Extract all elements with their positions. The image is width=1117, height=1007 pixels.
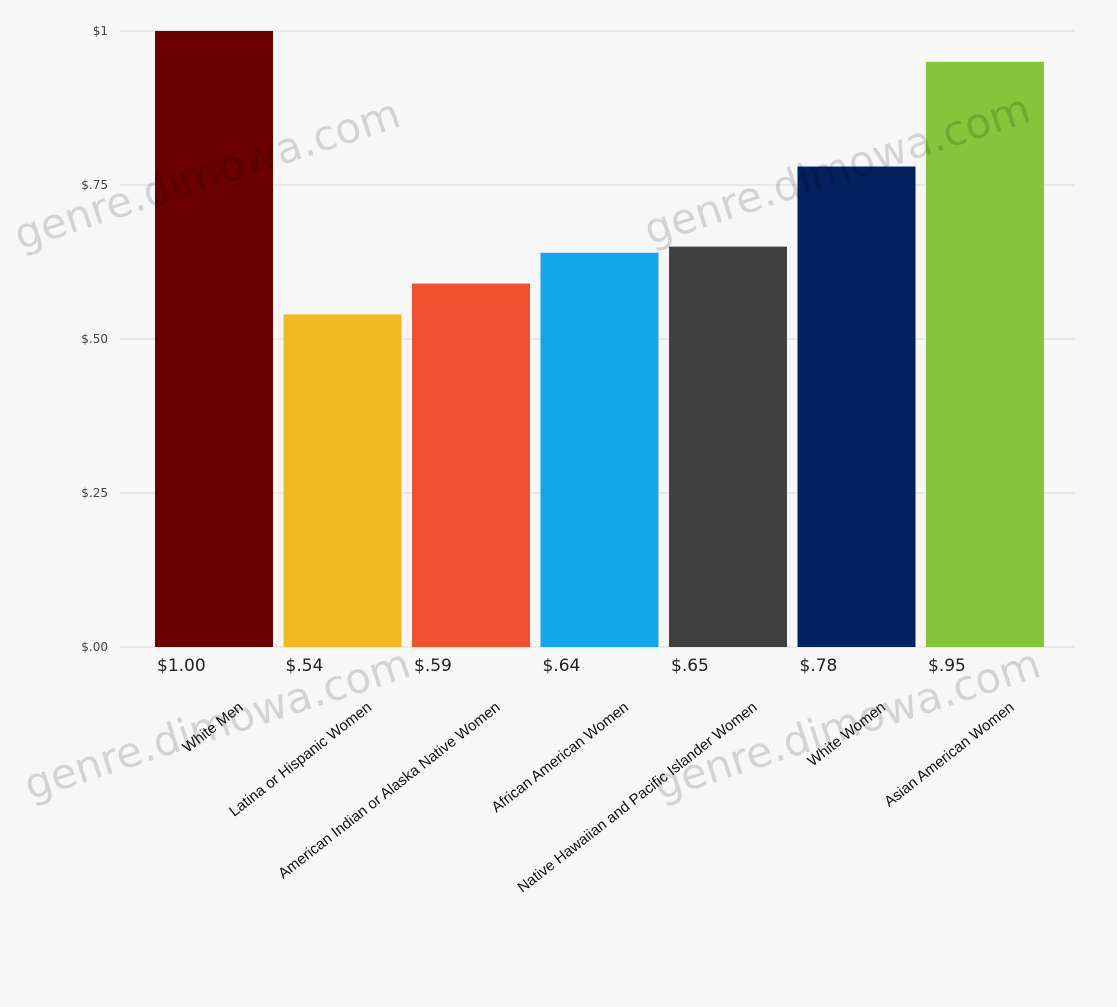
data-label-6: $.95 — [928, 656, 966, 676]
bar-2 — [412, 283, 530, 647]
y-tick-label-2: $.50 — [81, 332, 108, 346]
data-label-1: $.54 — [286, 656, 324, 676]
y-tick-label-1: $.25 — [81, 486, 108, 500]
bars — [155, 31, 1044, 648]
bar-4 — [669, 246, 787, 647]
data-labels: $1.00 $.54 $.59 $.64 $.65 $.78 $.95 — [157, 656, 966, 676]
bar-5 — [797, 166, 916, 647]
bar-6 — [926, 61, 1044, 648]
data-label-2: $.59 — [414, 656, 452, 676]
y-tick-label-4: $1 — [93, 24, 108, 38]
x-tick-label-4: Native Hawaiian and Pacific Islander Wom… — [514, 699, 760, 897]
x-tick-label-2: American Indian or Alaska Native Women — [275, 699, 503, 883]
data-label-4: $.65 — [671, 656, 709, 676]
y-axis-ticks: $.00 $.25 $.50 $.75 $1 — [81, 24, 108, 654]
bar-3 — [540, 252, 659, 647]
data-label-5: $.78 — [800, 656, 838, 676]
y-tick-label-0: $.00 — [81, 640, 108, 654]
bar-0 — [155, 31, 273, 647]
x-tick-label-3: African American Women — [488, 699, 632, 816]
y-tick-label-3: $.75 — [81, 178, 108, 192]
bar-1 — [283, 314, 402, 647]
data-label-0: $1.00 — [157, 656, 206, 676]
data-label-3: $.64 — [543, 656, 581, 676]
